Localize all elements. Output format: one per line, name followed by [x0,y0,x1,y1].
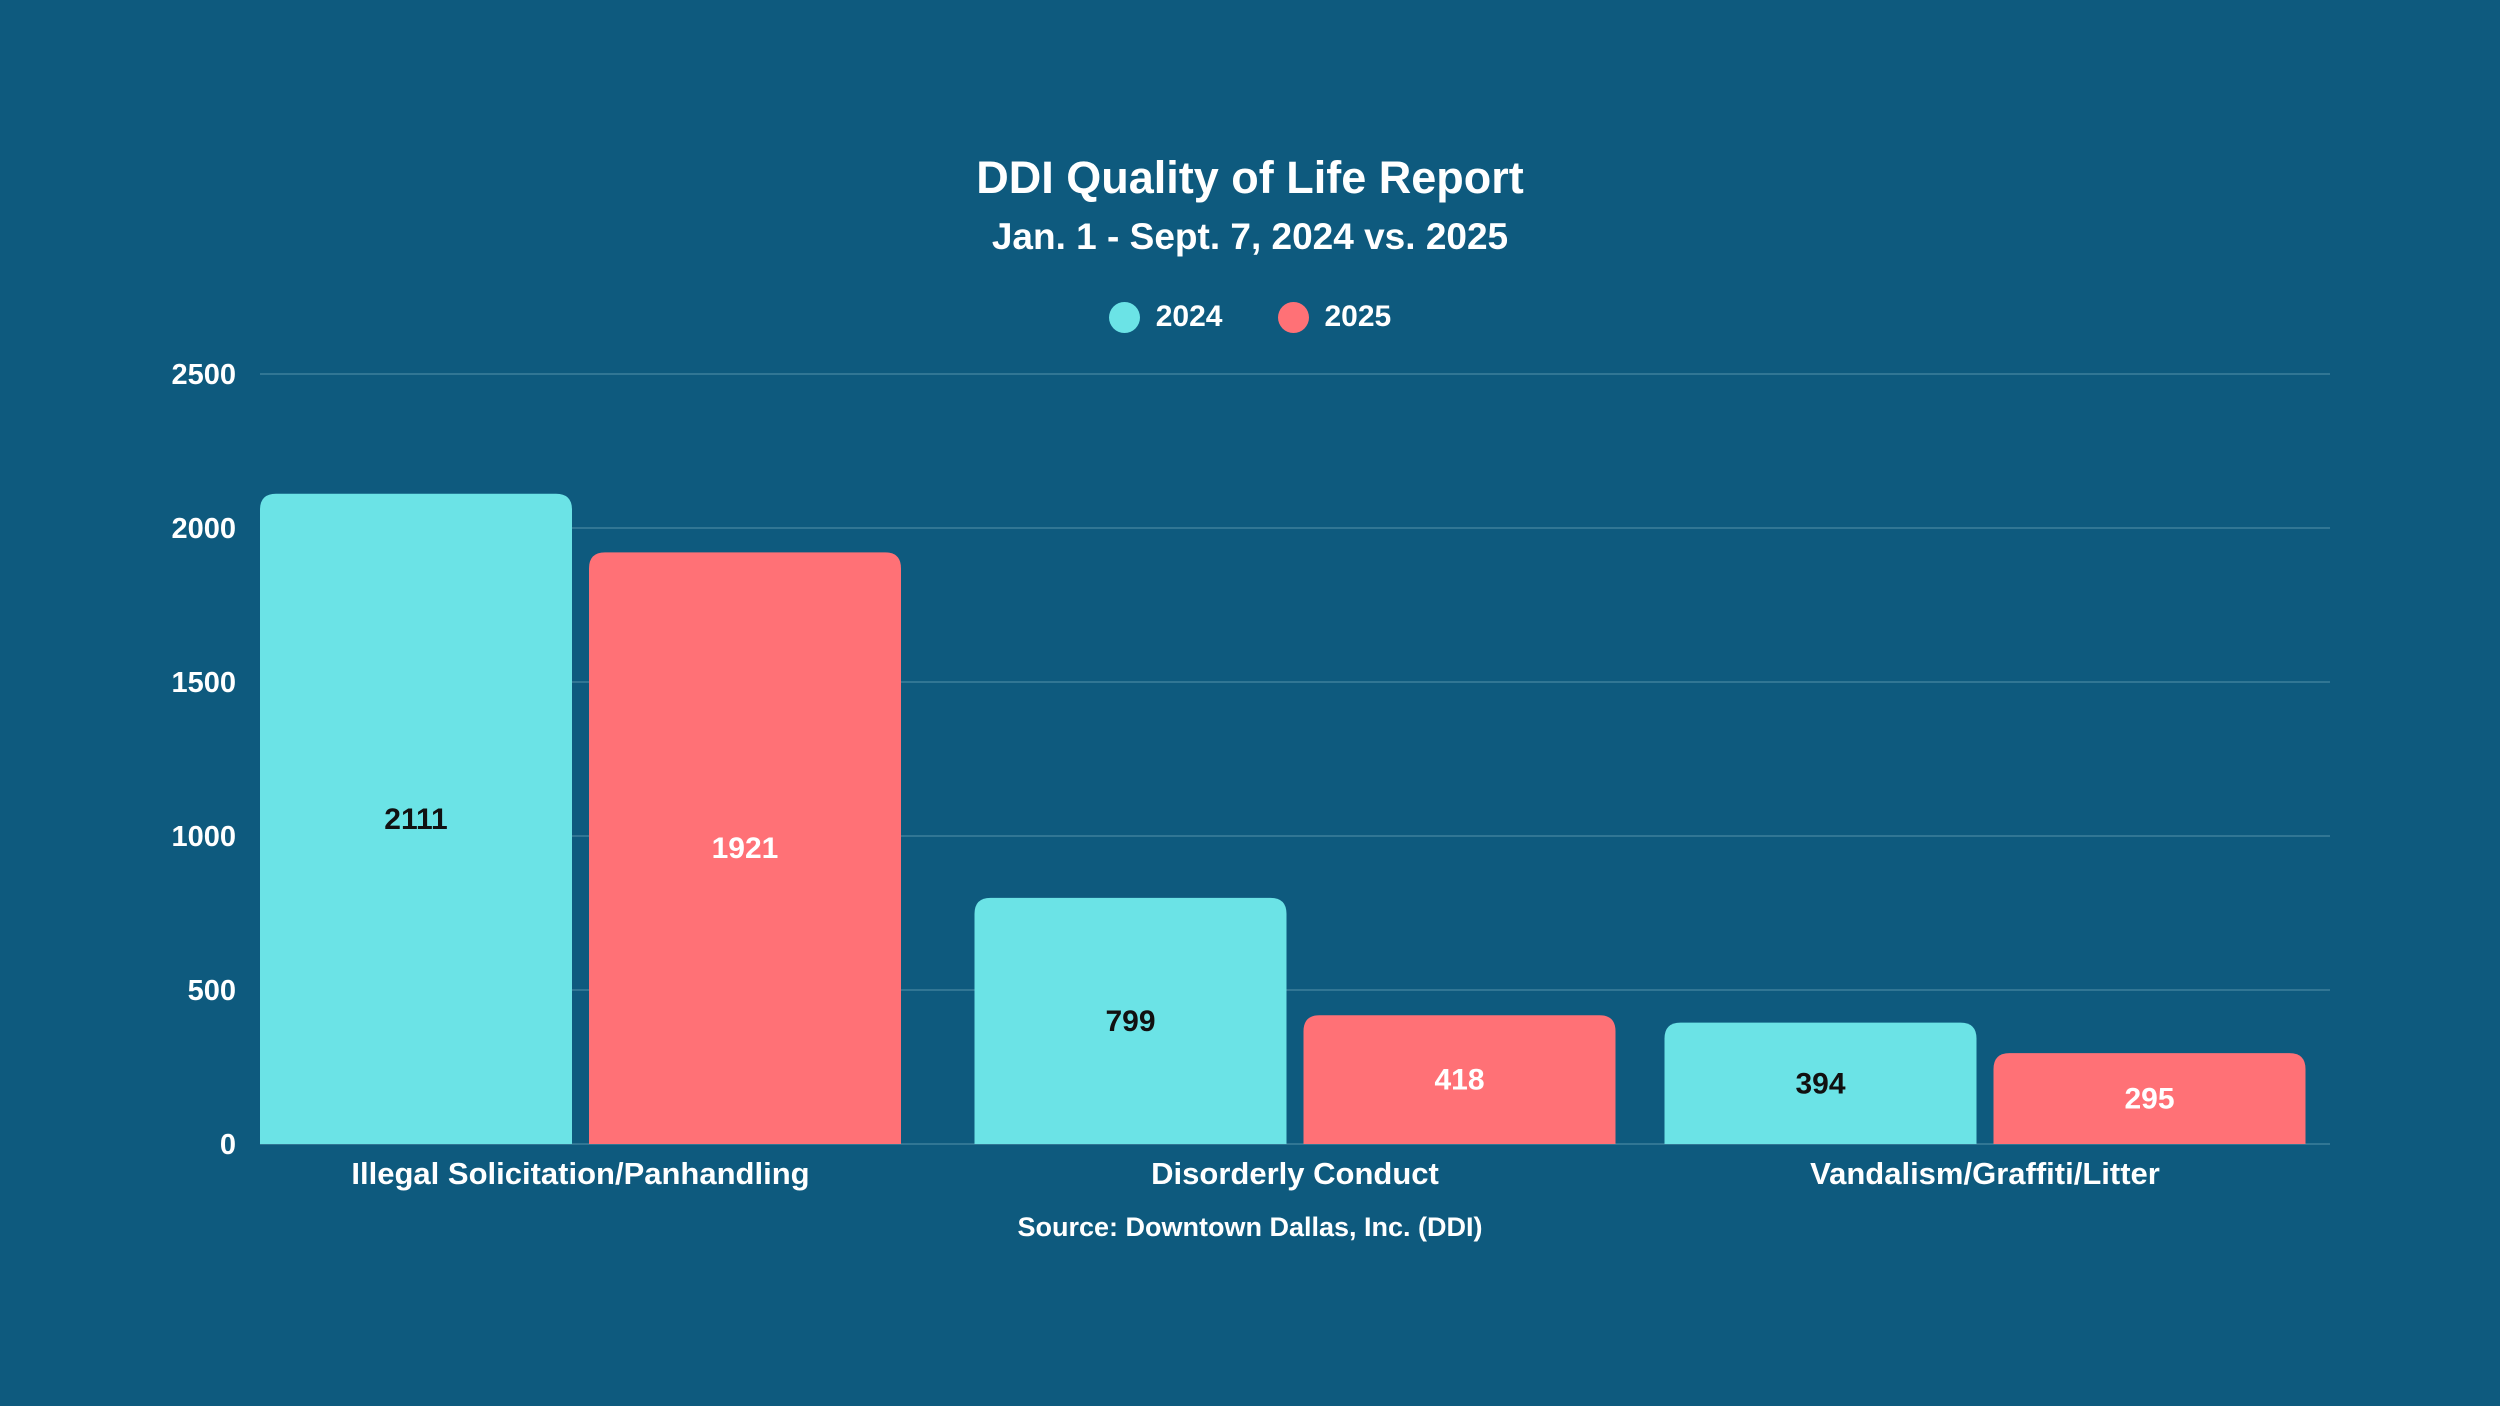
chart-title: DDI Quality of Life Report [976,152,1524,203]
bar-value-label-2025-0: 1921 [712,832,779,865]
legend-label-2025: 2025 [1324,300,1392,333]
x-category-label-2: Vandalism/Graffiti/Litter [1810,1156,2160,1191]
chart-source: Source: Downtown Dallas, Inc. (DDI) [1017,1212,1483,1242]
y-tick-label-2500: 2500 [171,359,236,391]
bar-2024-0 [260,493,572,1144]
x-category-label-0: Illegal Solicitation/Panhandling [351,1156,809,1191]
y-tick-label-1000: 1000 [171,821,236,853]
y-tick-label-2000: 2000 [171,513,236,545]
bar-value-label-2025-2: 295 [2124,1083,2174,1116]
y-tick-label-1500: 1500 [171,667,236,699]
chart-subtitle: Jan. 1 - Sept. 7, 2024 vs. 2025 [991,216,1509,257]
legend-item-2025[interactable]: 2025 [1277,300,1392,334]
y-tick-label-500: 500 [188,975,236,1007]
bar-value-label-2024-2: 394 [1795,1067,1845,1100]
legend-swatch-2025 [1277,301,1309,333]
bar-value-label-2024-0: 2111 [384,803,447,836]
legend-swatch-2024 [1108,301,1140,333]
bar-2025-1 [1303,1015,1616,1144]
bar-value-label-2025-1: 418 [1434,1064,1484,1097]
bar-2024-1 [974,897,1287,1144]
legend-item-2024[interactable]: 2024 [1108,300,1223,334]
y-tick-label-0: 0 [220,1129,236,1161]
bar-2025-2 [1993,1053,2306,1144]
bar-2025-0 [589,552,901,1144]
x-category-label-1: Disorderly Conduct [1151,1156,1439,1191]
bar-2024-2 [1664,1022,1977,1144]
legend: 2024 2025 [0,300,2500,334]
legend-label-2024: 2024 [1155,300,1223,333]
bar-value-label-2024-1: 799 [1105,1005,1155,1038]
